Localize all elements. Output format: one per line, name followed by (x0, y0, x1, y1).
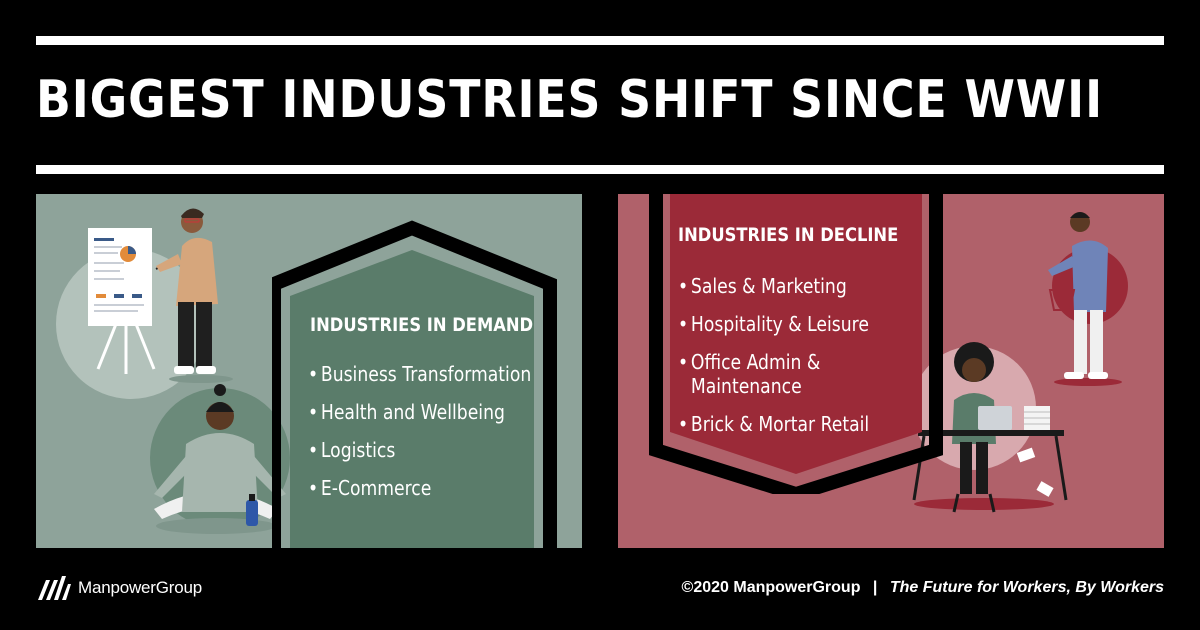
demand-list: Business Transformation Health and Wellb… (308, 362, 582, 514)
demand-item: E-Commerce (308, 476, 545, 500)
footer-tagline: The Future for Workers, By Workers (889, 579, 1164, 596)
footer-credit: ©2020 ManpowerGroup | The Future for Wor… (682, 579, 1164, 597)
decline-item: Office Admin & Maintenance (678, 350, 915, 398)
manpowergroup-logo-icon (38, 576, 71, 600)
decline-item: Hospitality & Leisure (678, 312, 915, 336)
demand-item: Logistics (308, 438, 545, 462)
copyright-text: ©2020 ManpowerGroup (681, 579, 861, 596)
title-rule (36, 165, 1164, 174)
shopper-illustration (1048, 212, 1122, 386)
demand-heading: INDUSTRIES IN DEMAND (310, 314, 534, 336)
decline-item: Sales & Marketing (678, 274, 915, 298)
brand-name: ManpowerGroup (78, 578, 203, 597)
decline-list: Sales & Marketing Hospitality & Leisure … (678, 274, 953, 450)
page-title: BIGGEST INDUSTRIES SHIFT SINCE WWII (36, 70, 1103, 130)
demand-item: Business Transformation (308, 362, 545, 386)
top-rule (36, 36, 1164, 45)
demand-item: Health and Wellbeing (308, 400, 545, 424)
demand-card (272, 220, 557, 548)
footer-separator: | (872, 579, 878, 596)
demand-panel: INDUSTRIES IN DEMAND Business Transforma… (36, 194, 582, 548)
decline-panel: INDUSTRIES IN DECLINE Sales & Marketing … (618, 194, 1164, 548)
brand-logo: ManpowerGroup (36, 574, 202, 602)
desk-worker-illustration (912, 342, 1068, 513)
decline-item: Brick & Mortar Retail (678, 412, 915, 436)
decline-heading: INDUSTRIES IN DECLINE (678, 224, 899, 246)
